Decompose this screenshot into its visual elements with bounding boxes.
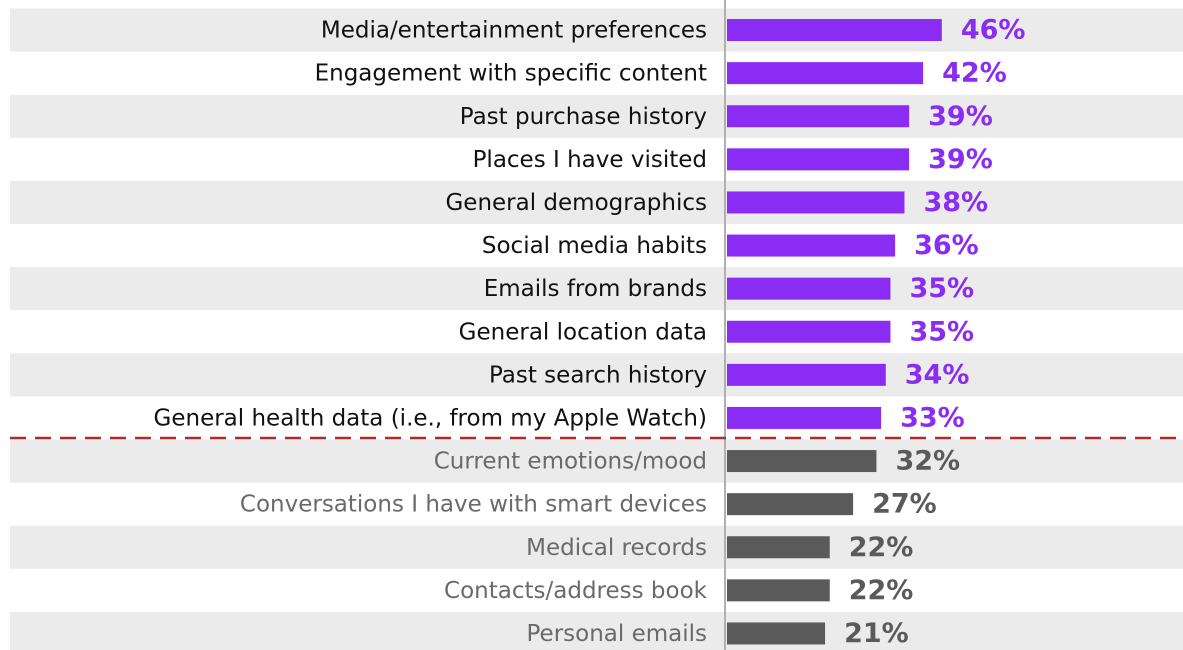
category-label: Engagement with specific content: [315, 61, 707, 87]
bar: [727, 148, 910, 171]
value-label: 32%: [895, 446, 960, 477]
row-band: [10, 8, 1183, 52]
value-label: 38%: [923, 187, 988, 218]
row-band: [10, 267, 1183, 311]
category-label: Places I have visited: [473, 147, 707, 173]
category-label: General location data: [459, 319, 707, 345]
category-label: Personal emails: [527, 621, 708, 647]
row-band: [10, 525, 1183, 569]
row-band: [10, 353, 1183, 397]
category-label: Media/entertainment preferences: [321, 18, 707, 44]
bar: [727, 277, 891, 300]
row-band: [10, 439, 1183, 483]
category-label: Emails from brands: [484, 276, 707, 302]
category-label: Past search history: [489, 362, 707, 388]
category-label: Medical records: [526, 535, 707, 561]
value-label: 35%: [909, 316, 974, 347]
bar: [727, 493, 854, 516]
value-label: 46%: [961, 15, 1026, 46]
category-label: Conversations I have with smart devices: [240, 492, 707, 518]
bar: [727, 536, 830, 559]
value-label: 36%: [914, 230, 979, 261]
value-label: 22%: [849, 575, 914, 606]
value-label: 42%: [942, 58, 1007, 89]
category-label: Contacts/address book: [444, 578, 708, 604]
bar: [727, 105, 910, 128]
bar: [727, 320, 891, 343]
bar: [727, 234, 896, 257]
bar: [727, 191, 905, 214]
plot: Media/entertainment preferences 46% Engage…: [154, 15, 1026, 649]
value-label: 33%: [900, 402, 965, 433]
row-band: [10, 180, 1183, 224]
category-label: General demographics: [445, 190, 707, 216]
bar: [727, 450, 877, 473]
value-label: 21%: [844, 618, 909, 649]
bar: [727, 579, 830, 602]
category-label: General health data (i.e., from my Apple…: [154, 405, 707, 431]
value-label: 39%: [928, 144, 993, 175]
bar: [727, 363, 886, 386]
row-band: [10, 94, 1183, 138]
value-label: 22%: [849, 532, 914, 563]
value-label: 35%: [909, 273, 974, 304]
value-label: 34%: [905, 359, 970, 390]
value-label: 27%: [872, 489, 937, 520]
category-label: Past purchase history: [460, 104, 707, 130]
bar: [727, 19, 942, 42]
bar: [727, 406, 882, 429]
bar: [727, 62, 924, 85]
category-label: Current emotions/mood: [434, 449, 707, 475]
row-band: [10, 611, 1183, 650]
value-label: 39%: [928, 101, 993, 132]
category-label: Social media habits: [482, 233, 707, 259]
row-bands: [10, 8, 1183, 650]
bar: [727, 622, 826, 645]
